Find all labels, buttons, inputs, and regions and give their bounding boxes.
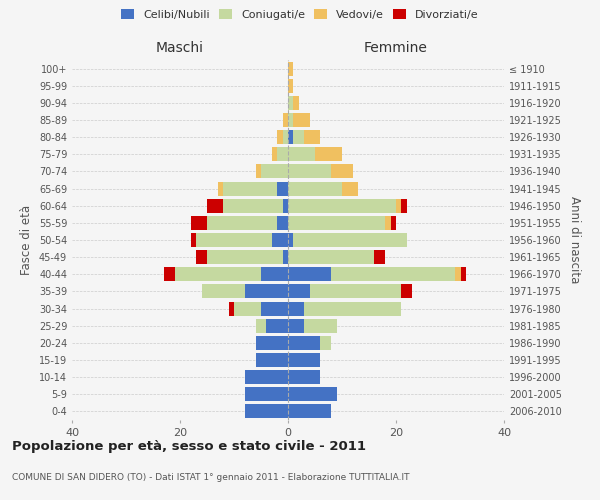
Bar [461, 268, 466, 281]
Bar [288, 404, 331, 418]
Bar [304, 130, 320, 144]
Bar [191, 233, 196, 247]
Bar [196, 233, 272, 247]
Bar [288, 164, 331, 178]
Bar [266, 318, 288, 332]
Bar [391, 216, 396, 230]
Bar [283, 198, 288, 212]
Bar [202, 284, 245, 298]
Bar [277, 216, 288, 230]
Bar [223, 182, 277, 196]
Bar [455, 268, 461, 281]
Bar [288, 216, 385, 230]
Bar [261, 302, 288, 316]
Bar [288, 336, 320, 350]
Bar [277, 130, 283, 144]
Bar [396, 198, 401, 212]
Bar [288, 233, 293, 247]
Bar [401, 198, 407, 212]
Bar [191, 216, 207, 230]
Bar [218, 182, 223, 196]
Bar [315, 148, 342, 162]
Text: Popolazione per età, sesso e stato civile - 2011: Popolazione per età, sesso e stato civil… [12, 440, 366, 453]
Bar [288, 353, 320, 367]
Bar [304, 318, 337, 332]
Y-axis label: Anni di nascita: Anni di nascita [568, 196, 581, 284]
Bar [288, 388, 337, 402]
Bar [245, 284, 288, 298]
Bar [256, 164, 261, 178]
Bar [374, 250, 385, 264]
Bar [207, 198, 223, 212]
Bar [288, 182, 342, 196]
Bar [288, 113, 293, 127]
Bar [175, 268, 261, 281]
Bar [288, 96, 293, 110]
Text: COMUNE DI SAN DIDERO (TO) - Dati ISTAT 1° gennaio 2011 - Elaborazione TUTTITALIA: COMUNE DI SAN DIDERO (TO) - Dati ISTAT 1… [12, 473, 409, 482]
Bar [304, 302, 401, 316]
Bar [385, 216, 391, 230]
Bar [207, 216, 277, 230]
Bar [288, 62, 293, 76]
Bar [283, 250, 288, 264]
Text: Femmine: Femmine [364, 41, 428, 55]
Bar [288, 284, 310, 298]
Bar [245, 388, 288, 402]
Bar [256, 318, 266, 332]
Bar [272, 233, 288, 247]
Legend: Celibi/Nubili, Coniugati/e, Vedovi/e, Divorziati/e: Celibi/Nubili, Coniugati/e, Vedovi/e, Di… [118, 6, 482, 23]
Bar [256, 353, 288, 367]
Bar [261, 268, 288, 281]
Bar [245, 370, 288, 384]
Bar [283, 130, 288, 144]
Bar [331, 164, 353, 178]
Bar [288, 370, 320, 384]
Bar [293, 96, 299, 110]
Bar [223, 198, 283, 212]
Bar [229, 302, 234, 316]
Bar [331, 268, 455, 281]
Bar [310, 284, 401, 298]
Bar [272, 148, 277, 162]
Bar [234, 302, 261, 316]
Bar [401, 284, 412, 298]
Bar [293, 113, 310, 127]
Bar [283, 113, 288, 127]
Bar [164, 268, 175, 281]
Bar [288, 318, 304, 332]
Bar [320, 336, 331, 350]
Text: Maschi: Maschi [156, 41, 204, 55]
Y-axis label: Fasce di età: Fasce di età [20, 205, 33, 275]
Bar [288, 302, 304, 316]
Bar [342, 182, 358, 196]
Bar [245, 404, 288, 418]
Bar [207, 250, 283, 264]
Bar [277, 148, 288, 162]
Bar [288, 268, 331, 281]
Bar [288, 250, 374, 264]
Bar [293, 130, 304, 144]
Bar [288, 198, 396, 212]
Bar [288, 78, 293, 92]
Bar [261, 164, 288, 178]
Bar [288, 148, 315, 162]
Bar [288, 130, 293, 144]
Bar [293, 233, 407, 247]
Bar [196, 250, 207, 264]
Bar [277, 182, 288, 196]
Bar [256, 336, 288, 350]
